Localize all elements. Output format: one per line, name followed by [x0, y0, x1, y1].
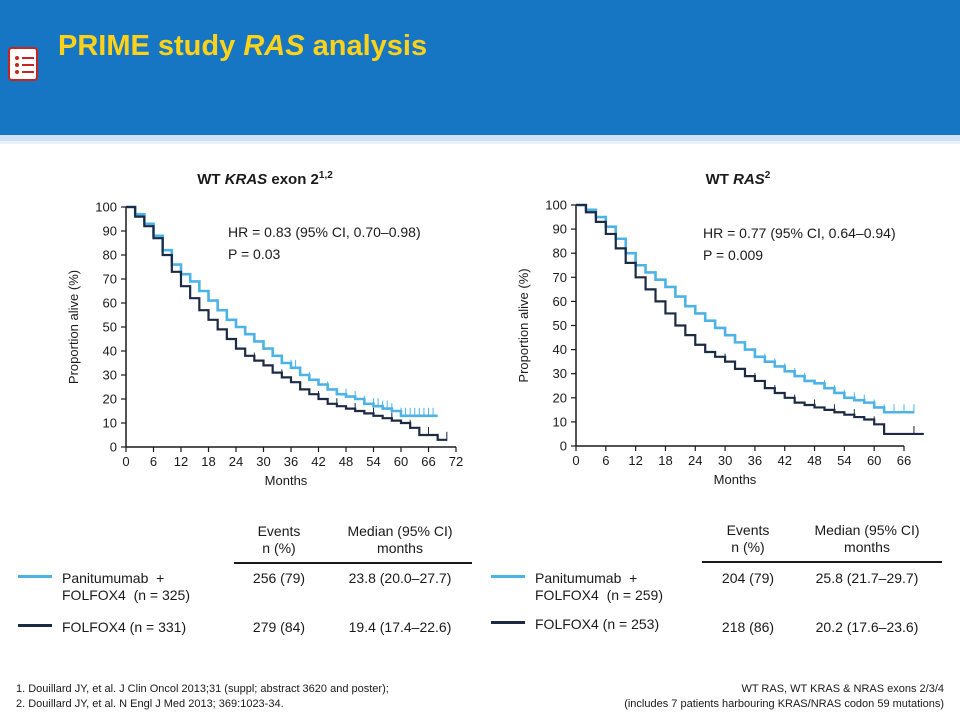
os-chart-ras: WT RAS2 0 10 20 30 40 50 60 70 80 90 100 0 6 12 18 24 30 3… — [516, 170, 924, 487]
y-tick-label: 60 — [103, 296, 117, 311]
x-tick-label: 42 — [311, 454, 325, 469]
references: 1. Douillard JY, et al. J Clin Oncol 201… — [16, 682, 389, 712]
x-tick-label: 66 — [421, 454, 435, 469]
slide-title: PRIME study RAS analysis — [58, 30, 428, 62]
row-label: Panitumumab + FOLFOX4 (n = 325) — [62, 570, 190, 603]
x-tick-label: 24 — [229, 454, 243, 469]
row-events: 256 (79) — [252, 570, 306, 586]
x-tick-label: 30 — [256, 454, 270, 469]
y-tick-label: 50 — [553, 318, 567, 333]
hazard-ratio: HR = 0.77 (95% CI, 0.64–0.94) — [703, 225, 896, 241]
x-tick-label: 6 — [602, 453, 609, 468]
reference-1: 1. Douillard JY, et al. J Clin Oncol 201… — [16, 683, 389, 695]
legend-line-folfox — [18, 624, 52, 627]
y-tick-label: 100 — [545, 198, 567, 213]
y-tick-label: 100 — [95, 200, 117, 215]
hazard-ratio: HR = 0.83 (95% CI, 0.70–0.98) — [228, 224, 421, 240]
y-tick-label: 20 — [103, 392, 117, 407]
header-bar — [0, 0, 960, 135]
x-tick-label: 36 — [284, 454, 298, 469]
y-tick-label: 40 — [103, 344, 117, 359]
x-tick-label: 66 — [897, 453, 911, 468]
x-tick-label: 42 — [777, 453, 791, 468]
row-median: 25.8 (21.7–29.7) — [815, 570, 919, 586]
events-header: Events n (%) — [726, 522, 770, 555]
footnote-line-1: WT RAS, WT KRAS & NRAS exons 2/3/4 — [741, 683, 944, 695]
median-header: Median (95% CI) months — [347, 523, 453, 556]
y-tick-label: 50 — [103, 320, 117, 335]
y-tick-label: 80 — [103, 248, 117, 263]
x-tick-label: 60 — [394, 454, 408, 469]
row-label: FOLFOX4 (n = 331) — [62, 619, 187, 635]
footnote-line-2: (includes 7 patients harbouring KRAS/NRA… — [624, 698, 944, 710]
median-header: Median (95% CI) months — [814, 522, 920, 555]
legend-line-folfox — [491, 621, 525, 624]
x-tick-label: 30 — [718, 453, 732, 468]
y-axis-label: Proportion alive (%) — [66, 270, 81, 384]
p-value: P = 0.009 — [703, 247, 763, 263]
y-tick-label: 10 — [553, 414, 567, 429]
x-tick-label: 0 — [122, 454, 129, 469]
y-tick-label: 60 — [553, 294, 567, 309]
x-tick-label: 12 — [174, 454, 188, 469]
header-band — [0, 135, 960, 141]
y-tick-label: 70 — [103, 272, 117, 287]
x-tick-label: 0 — [572, 453, 579, 468]
row-median: 19.4 (17.4–22.6) — [348, 619, 452, 635]
x-tick-label: 24 — [688, 453, 702, 468]
row-events: 218 (86) — [721, 619, 775, 635]
list-icon — [8, 47, 38, 81]
row-median: 20.2 (17.6–23.6) — [815, 619, 919, 635]
row-median: 23.8 (20.0–27.7) — [348, 570, 452, 586]
chart-title: WT KRAS exon 21,2 — [197, 170, 333, 188]
y-tick-label: 30 — [553, 366, 567, 381]
footnote: WT RAS, WT KRAS & NRAS exons 2/3/4 (incl… — [624, 682, 944, 712]
x-tick-label: 18 — [201, 454, 215, 469]
y-tick-label: 90 — [103, 224, 117, 239]
header-band-light — [0, 141, 960, 144]
table-rule — [234, 562, 472, 564]
os-chart-kras: WT KRAS exon 21,2 0 10 20 30 40 50 60 70 80 90 100 0… — [66, 170, 463, 488]
y-tick-label: 0 — [110, 440, 117, 455]
x-tick-label: 60 — [867, 453, 881, 468]
y-tick-label: 40 — [553, 342, 567, 357]
x-tick-label: 48 — [807, 453, 821, 468]
x-axis-label: Months — [265, 473, 308, 488]
x-tick-label: 54 — [837, 453, 851, 468]
row-label: Panitumumab + FOLFOX4 (n = 259) — [535, 570, 663, 603]
y-tick-label: 80 — [553, 246, 567, 261]
x-tick-label: 6 — [150, 454, 157, 469]
y-axis-label: Proportion alive (%) — [516, 268, 531, 382]
y-tick-label: 70 — [553, 270, 567, 285]
y-tick-label: 0 — [560, 439, 567, 454]
chart-title: WT RAS2 — [706, 170, 771, 188]
x-tick-label: 18 — [658, 453, 672, 468]
legend-line-pmab — [491, 575, 525, 578]
row-events: 204 (79) — [721, 570, 775, 586]
events-header: Events n (%) — [257, 523, 301, 556]
reference-2: 2. Douillard JY, et al. N Engl J Med 201… — [16, 698, 284, 710]
x-tick-label: 72 — [449, 454, 463, 469]
table-rule — [702, 561, 942, 563]
x-tick-label: 12 — [628, 453, 642, 468]
x-tick-label: 36 — [748, 453, 762, 468]
legend-line-pmab — [18, 575, 52, 578]
x-axis-label: Months — [714, 472, 757, 487]
y-tick-label: 30 — [103, 368, 117, 383]
y-tick-label: 10 — [103, 416, 117, 431]
x-tick-label: 54 — [366, 454, 380, 469]
x-tick-label: 48 — [339, 454, 353, 469]
row-label: FOLFOX4 (n = 253) — [535, 616, 660, 632]
y-tick-label: 20 — [553, 390, 567, 405]
series-line — [576, 203, 914, 414]
row-events: 279 (84) — [252, 619, 306, 635]
p-value: P = 0.03 — [228, 246, 281, 262]
y-tick-label: 90 — [553, 222, 567, 237]
